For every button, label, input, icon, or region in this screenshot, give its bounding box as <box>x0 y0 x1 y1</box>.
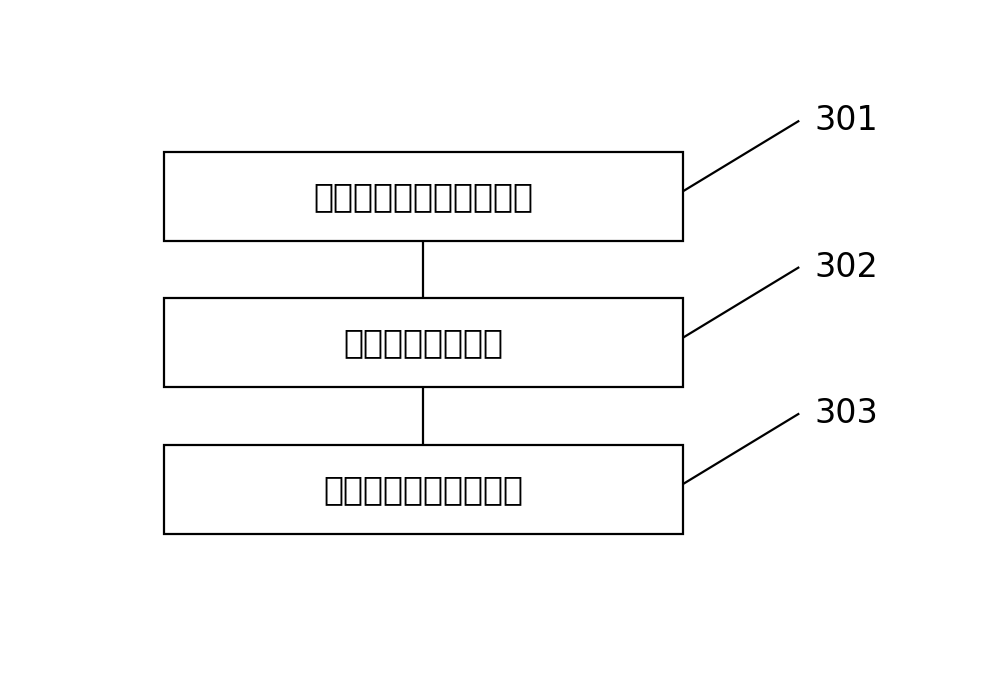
Text: 阻抗检测结果输出模块: 阻抗检测结果输出模块 <box>323 473 523 506</box>
Bar <box>164 299 683 387</box>
Text: 目标模型构建模块: 目标模型构建模块 <box>343 327 503 359</box>
Text: 对地等效阻抗值确定模块: 对地等效阻抗值确定模块 <box>313 180 533 213</box>
Text: 303: 303 <box>815 397 879 430</box>
Bar <box>164 445 683 534</box>
Text: 302: 302 <box>815 251 879 284</box>
Bar <box>164 152 683 241</box>
Text: 301: 301 <box>815 104 879 137</box>
